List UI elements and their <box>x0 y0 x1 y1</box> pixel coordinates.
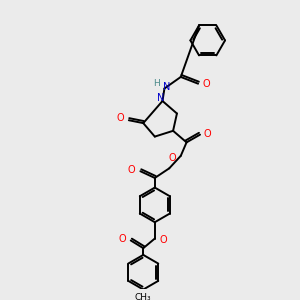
Text: O: O <box>168 153 176 163</box>
Text: O: O <box>160 236 167 245</box>
Text: O: O <box>116 113 124 123</box>
Text: N: N <box>163 82 170 92</box>
Text: N: N <box>157 93 164 103</box>
Text: O: O <box>128 165 136 175</box>
Text: O: O <box>118 234 126 244</box>
Text: CH₃: CH₃ <box>135 293 152 300</box>
Text: H: H <box>153 79 160 88</box>
Text: O: O <box>204 129 212 139</box>
Text: O: O <box>203 79 211 89</box>
